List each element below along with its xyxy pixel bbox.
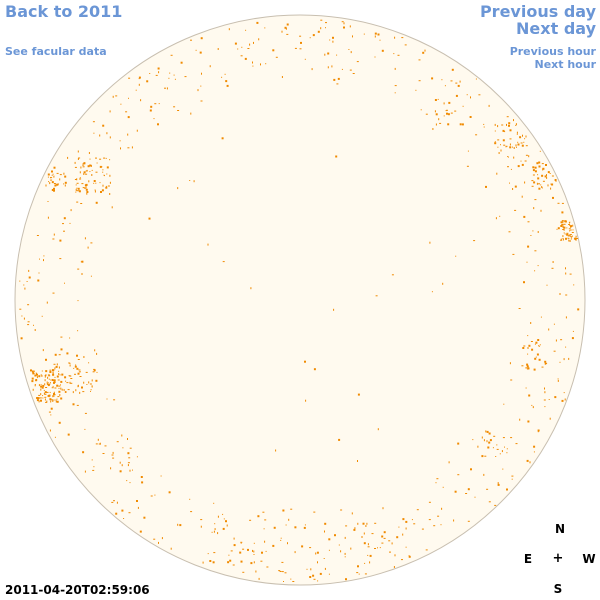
- back-to-year-link[interactable]: Back to 2011: [5, 2, 123, 21]
- observation-timestamp: 2011-04-20T02:59:06: [5, 583, 150, 597]
- see-facular-data-link[interactable]: See facular data: [5, 45, 107, 58]
- compass-center-mark: +: [552, 551, 564, 566]
- facular-regions: [19, 19, 580, 582]
- compass-south-label: S: [553, 582, 563, 596]
- previous-hour-link[interactable]: Previous hour: [509, 45, 596, 58]
- solar-disk: [14, 14, 586, 586]
- next-day-link[interactable]: Next day: [516, 19, 596, 38]
- compass-north-label: N: [554, 522, 566, 536]
- compass-east-label: E: [523, 552, 533, 566]
- next-hour-link[interactable]: Next hour: [534, 58, 597, 71]
- compass-west-label: W: [582, 552, 596, 566]
- previous-day-link[interactable]: Previous day: [479, 2, 596, 21]
